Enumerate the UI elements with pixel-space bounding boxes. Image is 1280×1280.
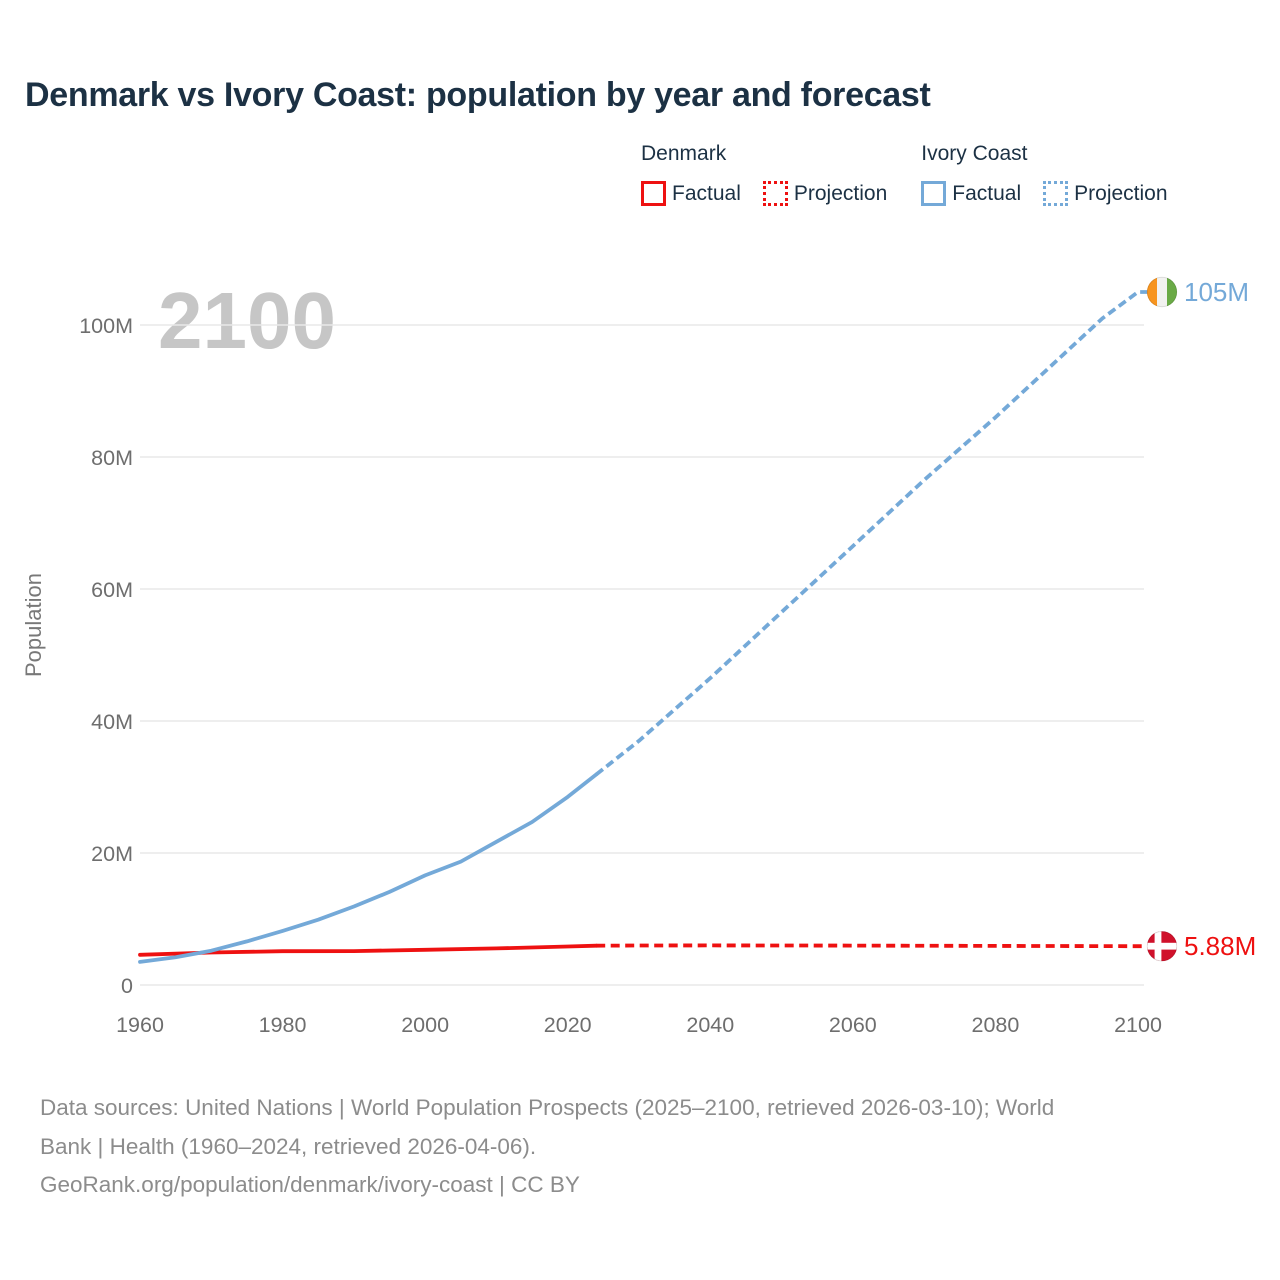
legend-group-title-denmark: Denmark [641,142,727,165]
ivory-coast-end-label: 105M [1184,277,1249,307]
y-tick-label: 20M [91,842,133,866]
ivory-coast-flag-icon [1146,276,1178,308]
legend-item-ivory-coast-projection[interactable]: Projection [1043,181,1168,206]
ivory-coast-projection-line[interactable] [595,290,1162,776]
legend-label-denmark-projection: Projection [793,181,888,205]
x-tick-label: 2000 [401,1013,449,1037]
legend-items-ivory-coast: Factual Projection [921,181,1168,206]
footer: Data sources: United Nations | World Pop… [40,1089,1240,1205]
legend: Denmark Factual Projection Ivory Coast F… [641,142,1168,206]
legend-items-denmark: Factual Projection [641,181,887,206]
legend-swatch-ivory-coast-factual [921,181,947,206]
denmark-end-label: 5.88M [1184,931,1256,961]
y-tick-label: 80M [91,446,133,470]
x-tick-label: 2080 [972,1013,1020,1037]
legend-swatch-denmark-projection [762,181,788,206]
chart-title: Denmark vs Ivory Coast: population by ye… [25,76,931,114]
legend-item-denmark-projection[interactable]: Projection [762,181,888,206]
x-tick-label: 2040 [686,1013,734,1037]
legend-item-denmark-factual[interactable]: Factual [641,181,741,206]
x-tick-label: 2060 [829,1013,877,1037]
footer-sources-line-2: Bank | Health (1960–2024, retrieved 2026… [40,1133,537,1159]
ivory-coast-factual-line[interactable] [138,772,599,964]
x-tick-label: 1960 [116,1013,164,1037]
y-tick-label: 100M [79,314,133,338]
legend-label-ivory-coast-factual: Factual [952,181,1022,205]
legend-swatch-ivory-coast-projection [1043,181,1069,206]
y-tick-label: 0 [121,974,133,998]
legend-label-ivory-coast-projection: Projection [1074,181,1168,205]
legend-item-ivory-coast-factual[interactable]: Factual [921,181,1021,206]
legend-group-title-ivory-coast: Ivory Coast [921,142,1028,165]
watermark-year: 2100 [158,276,336,365]
footer-attribution: GeoRank.org/population/denmark/ivory-coa… [40,1172,580,1197]
y-tick-label: 40M [91,710,133,734]
legend-group-ivory-coast: Ivory Coast Factual Projection [921,142,1168,206]
y-tick-label: 60M [91,578,133,602]
footer-sources-line-1: Data sources: United Nations | World Pop… [40,1095,1055,1120]
denmark-factual-line[interactable] [138,943,599,957]
legend-swatch-denmark-factual [641,181,666,206]
x-tick-label: 1980 [259,1013,307,1037]
x-tick-label: 2100 [1114,1013,1162,1037]
x-tick-label: 2020 [544,1013,592,1037]
legend-group-denmark: Denmark Factual Projection [641,142,887,206]
denmark-projection-line[interactable] [596,943,1162,949]
denmark-flag-icon [1146,930,1178,962]
legend-label-denmark-factual: Factual [672,181,741,205]
